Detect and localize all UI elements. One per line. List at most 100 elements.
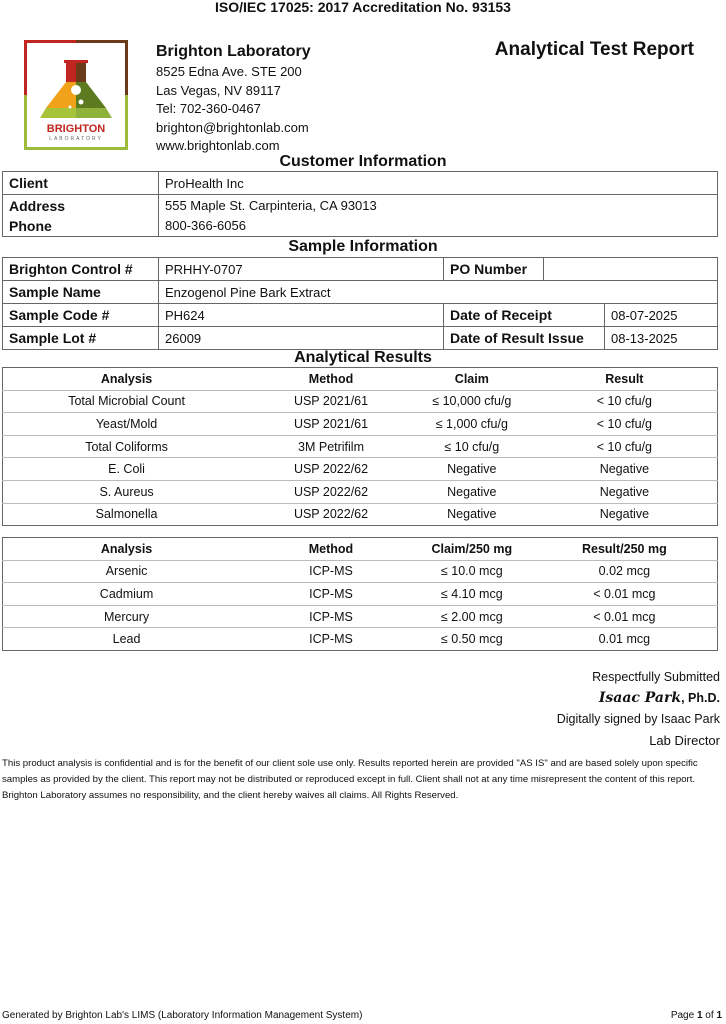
po-label: PO Number xyxy=(443,257,544,281)
table-cell: USP 2022/62 xyxy=(293,462,369,477)
accreditation-header: ISO/IEC 17025: 2017 Accreditation No. 93… xyxy=(215,0,511,15)
table-cell: ICP-MS xyxy=(309,632,353,647)
table-cell: < 0.01 mcg xyxy=(593,586,656,601)
receipt-label: Date of Receipt xyxy=(443,303,605,327)
digital-signature: Digitally signed by Isaac Park xyxy=(556,712,720,726)
results-heading: Analytical Results xyxy=(294,349,432,366)
table-cell: ICP-MS xyxy=(309,586,353,601)
table-cell: ≤ 0.50 mcg xyxy=(440,632,503,647)
phone-label: Phone xyxy=(9,217,52,234)
table-cell: ≤ 1,000 cfu/g xyxy=(435,416,508,431)
column-header: Result/250 mg xyxy=(581,541,667,556)
table-cell: ICP-MS xyxy=(309,609,353,624)
lot-label: Sample Lot # xyxy=(2,326,159,350)
table-cell: Salmonella xyxy=(95,507,158,522)
table-cell: Total Coliforms xyxy=(85,439,168,454)
table-cell: Negative xyxy=(599,462,650,477)
table-row: Total Microbial Count USP 2021/61 ≤ 10,000… xyxy=(2,390,718,413)
lab-web: www.brightonlab.com xyxy=(156,138,280,154)
table-cell: E. Coli xyxy=(108,462,145,477)
table-row: Lead ICP-MS ≤ 0.50 mcg 0.01 mcg xyxy=(3,628,718,651)
table-cell: < 10 cfu/g xyxy=(596,394,652,409)
signature-image: Isaac Park xyxy=(598,690,682,706)
table-cell: USP 2021/61 xyxy=(293,416,369,431)
signer-title: Lab Director xyxy=(649,733,720,748)
table-cell: < 0.01 mcg xyxy=(593,609,656,624)
degree: , Ph.D. xyxy=(681,691,720,705)
table-row: Mercury ICP-MS ≤ 2.00 mcg < 0.01 mcg xyxy=(2,605,718,628)
footer-generated: Generated by Brighton Lab's LIMS (Labora… xyxy=(2,1010,363,1021)
issue-value: 08-13-2025 xyxy=(604,326,718,350)
sample-name-label: Sample Name xyxy=(2,280,159,304)
code-value: PH624 xyxy=(158,303,444,327)
column-header: Claim xyxy=(454,371,489,386)
submitted-text: Respectfully Submitted xyxy=(592,670,720,684)
table-cell: Negative xyxy=(447,462,497,477)
table-row: Total Coliforms 3M Petrifilm ≤ 10 cfu/g < 1… xyxy=(2,435,718,458)
table-cell: < 10 cfu/g xyxy=(596,416,652,431)
table-row: Cadmium ICP-MS ≤ 4.10 mcg < 0.01 mcg xyxy=(2,583,718,606)
table-row: Yeast/Mold USP 2021/61 ≤ 1,000 cfu/g < 10 c… xyxy=(2,413,718,436)
table-row: S. Aureus USP 2022/62 Negative Negative xyxy=(2,480,718,504)
table-cell: ≤ 4.10 mcg xyxy=(440,586,503,601)
customer-heading: Customer Information xyxy=(279,153,447,170)
table-cell: USP 2021/61 xyxy=(293,394,369,409)
issue-label: Date of Result Issue xyxy=(443,326,605,350)
brighton-logo: BRIGHTON LABORATORY xyxy=(24,40,128,150)
lab-name: Brighton Laboratory xyxy=(156,43,311,60)
page-number: Page 1 of 1 xyxy=(670,1010,722,1021)
phone-value: 800-366-6056 xyxy=(165,217,246,233)
column-header: Claim/250 mg xyxy=(431,541,513,556)
control-value: PRHHY-0707 xyxy=(158,257,444,281)
lab-contact: Brighton Laboratory 8525 Edna Ave. STE 2… xyxy=(156,42,311,156)
address-label: Address xyxy=(9,197,66,214)
client-value: ProHealth Inc xyxy=(158,171,718,195)
table-cell: Negative xyxy=(447,507,497,522)
column-header: Analysis xyxy=(100,541,153,556)
table-cell: 3M Petrifilm xyxy=(298,439,364,454)
sample-table: Brighton Control # PRHHY-0707 PO Number Sa… xyxy=(2,257,718,350)
table-cell: < 10 cfu/g xyxy=(596,439,652,454)
svg-text:BRIGHTON: BRIGHTON xyxy=(47,123,106,135)
table-cell: ≤ 10 cfu/g xyxy=(444,439,500,454)
column-header: Method xyxy=(308,541,354,556)
table-row: E. Coli USP 2022/62 Negative Negative xyxy=(2,458,718,481)
svg-text:LABORATORY: LABORATORY xyxy=(49,136,103,142)
microbial-results-table: Analysis Method Claim Result Total Microbial… xyxy=(2,367,718,527)
signature-block: Respectfully Submitted Isaac Park, Ph.D.… xyxy=(557,667,720,751)
table-cell: ≤ 2.00 mcg xyxy=(440,609,503,624)
table-cell: ICP-MS xyxy=(309,564,353,579)
table-cell: Lead xyxy=(112,632,141,647)
column-header: Analysis xyxy=(100,371,153,386)
sample-heading: Sample Information xyxy=(288,238,438,255)
client-label: Client xyxy=(2,171,159,195)
table-cell: Total Microbial Count xyxy=(68,394,185,409)
lab-address2: Las Vegas, NV 89117 xyxy=(156,82,281,98)
table-cell: USP 2022/62 xyxy=(293,484,369,499)
report-title: Analytical Test Report xyxy=(494,39,694,60)
table-cell: S. Aureus xyxy=(99,484,154,499)
column-header: Method xyxy=(308,371,354,386)
sample-name-value: Enzogenol Pine Bark Extract xyxy=(158,280,718,304)
table-row: Arsenic ICP-MS ≤ 10.0 mcg 0.02 mcg xyxy=(2,560,718,583)
disclaimer: This product analysis is confidential an… xyxy=(2,758,698,801)
control-label: Brighton Control # xyxy=(2,257,159,281)
table-cell: Negative xyxy=(599,507,650,522)
table-cell: Yeast/Mold xyxy=(95,416,158,431)
code-label: Sample Code # xyxy=(2,303,159,327)
table-cell: Arsenic xyxy=(105,564,148,579)
lab-address1: 8525 Edna Ave. STE 200 xyxy=(156,64,302,79)
lot-value: 26009 xyxy=(158,326,444,350)
table-cell: Mercury xyxy=(103,609,150,624)
lab-tel: Tel: 702-360-0467 xyxy=(156,101,261,117)
table-cell: USP 2022/62 xyxy=(293,507,369,522)
po-value xyxy=(543,257,718,281)
customer-table: Client ProHealth Inc Address Phone 555 Map… xyxy=(2,171,718,237)
table-cell: Negative xyxy=(599,484,650,499)
address-value: 555 Maple St. Carpinteria, CA 93013 xyxy=(165,197,377,213)
table-cell: 0.01 mcg xyxy=(598,632,651,647)
table-cell: 0.02 mcg xyxy=(598,564,651,579)
table-cell: ≤ 10.0 mcg xyxy=(440,564,503,579)
table-cell: ≤ 10,000 cfu/g xyxy=(432,394,512,409)
column-header: Result xyxy=(605,371,644,386)
